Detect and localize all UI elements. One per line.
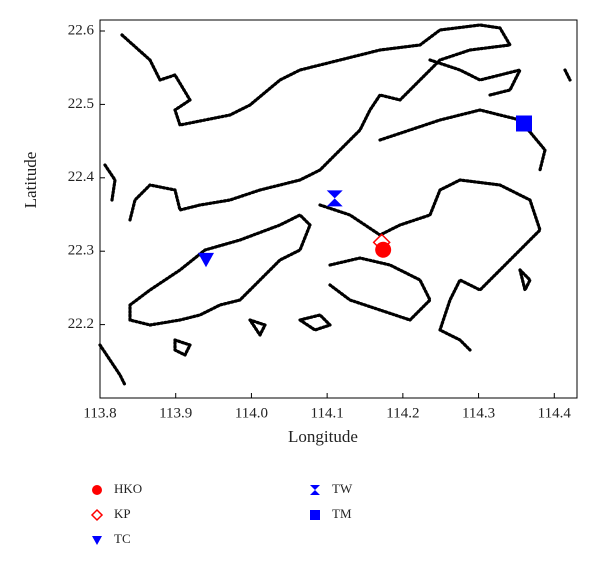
legend-label: HKO (114, 481, 142, 496)
x-tick-label: 114.2 (386, 405, 419, 421)
marker (372, 233, 391, 252)
x-tick-label: 113.8 (83, 405, 116, 421)
marker (326, 190, 343, 207)
y-tick-label: 22.4 (68, 169, 95, 185)
marker (198, 252, 214, 268)
y-axis-label: Latitude (21, 152, 40, 209)
marker (516, 115, 532, 132)
y-tick-label: 22.6 (68, 22, 95, 38)
x-tick-label: 114.3 (462, 405, 495, 421)
legend-label: TM (332, 506, 352, 521)
x-axis-label: Longitude (288, 427, 358, 446)
legend-marker (92, 485, 102, 495)
plot-frame (99, 19, 578, 399)
x-tick-label: 114.0 (235, 405, 268, 421)
y-tick-label: 22.5 (68, 96, 94, 112)
legend-label: TC (114, 531, 131, 546)
legend-label: TW (332, 481, 353, 496)
y-tick-label: 22.3 (68, 243, 94, 259)
x-tick-label: 113.9 (159, 405, 192, 421)
legend-marker (310, 485, 320, 495)
legend-marker (92, 536, 102, 545)
y-tick-label: 22.2 (68, 316, 94, 332)
x-tick-label: 114.1 (311, 405, 344, 421)
legend-marker (310, 510, 320, 520)
x-tick-label: 114.4 (538, 405, 572, 421)
legend-marker (90, 508, 104, 522)
legend-label: KP (114, 506, 131, 521)
